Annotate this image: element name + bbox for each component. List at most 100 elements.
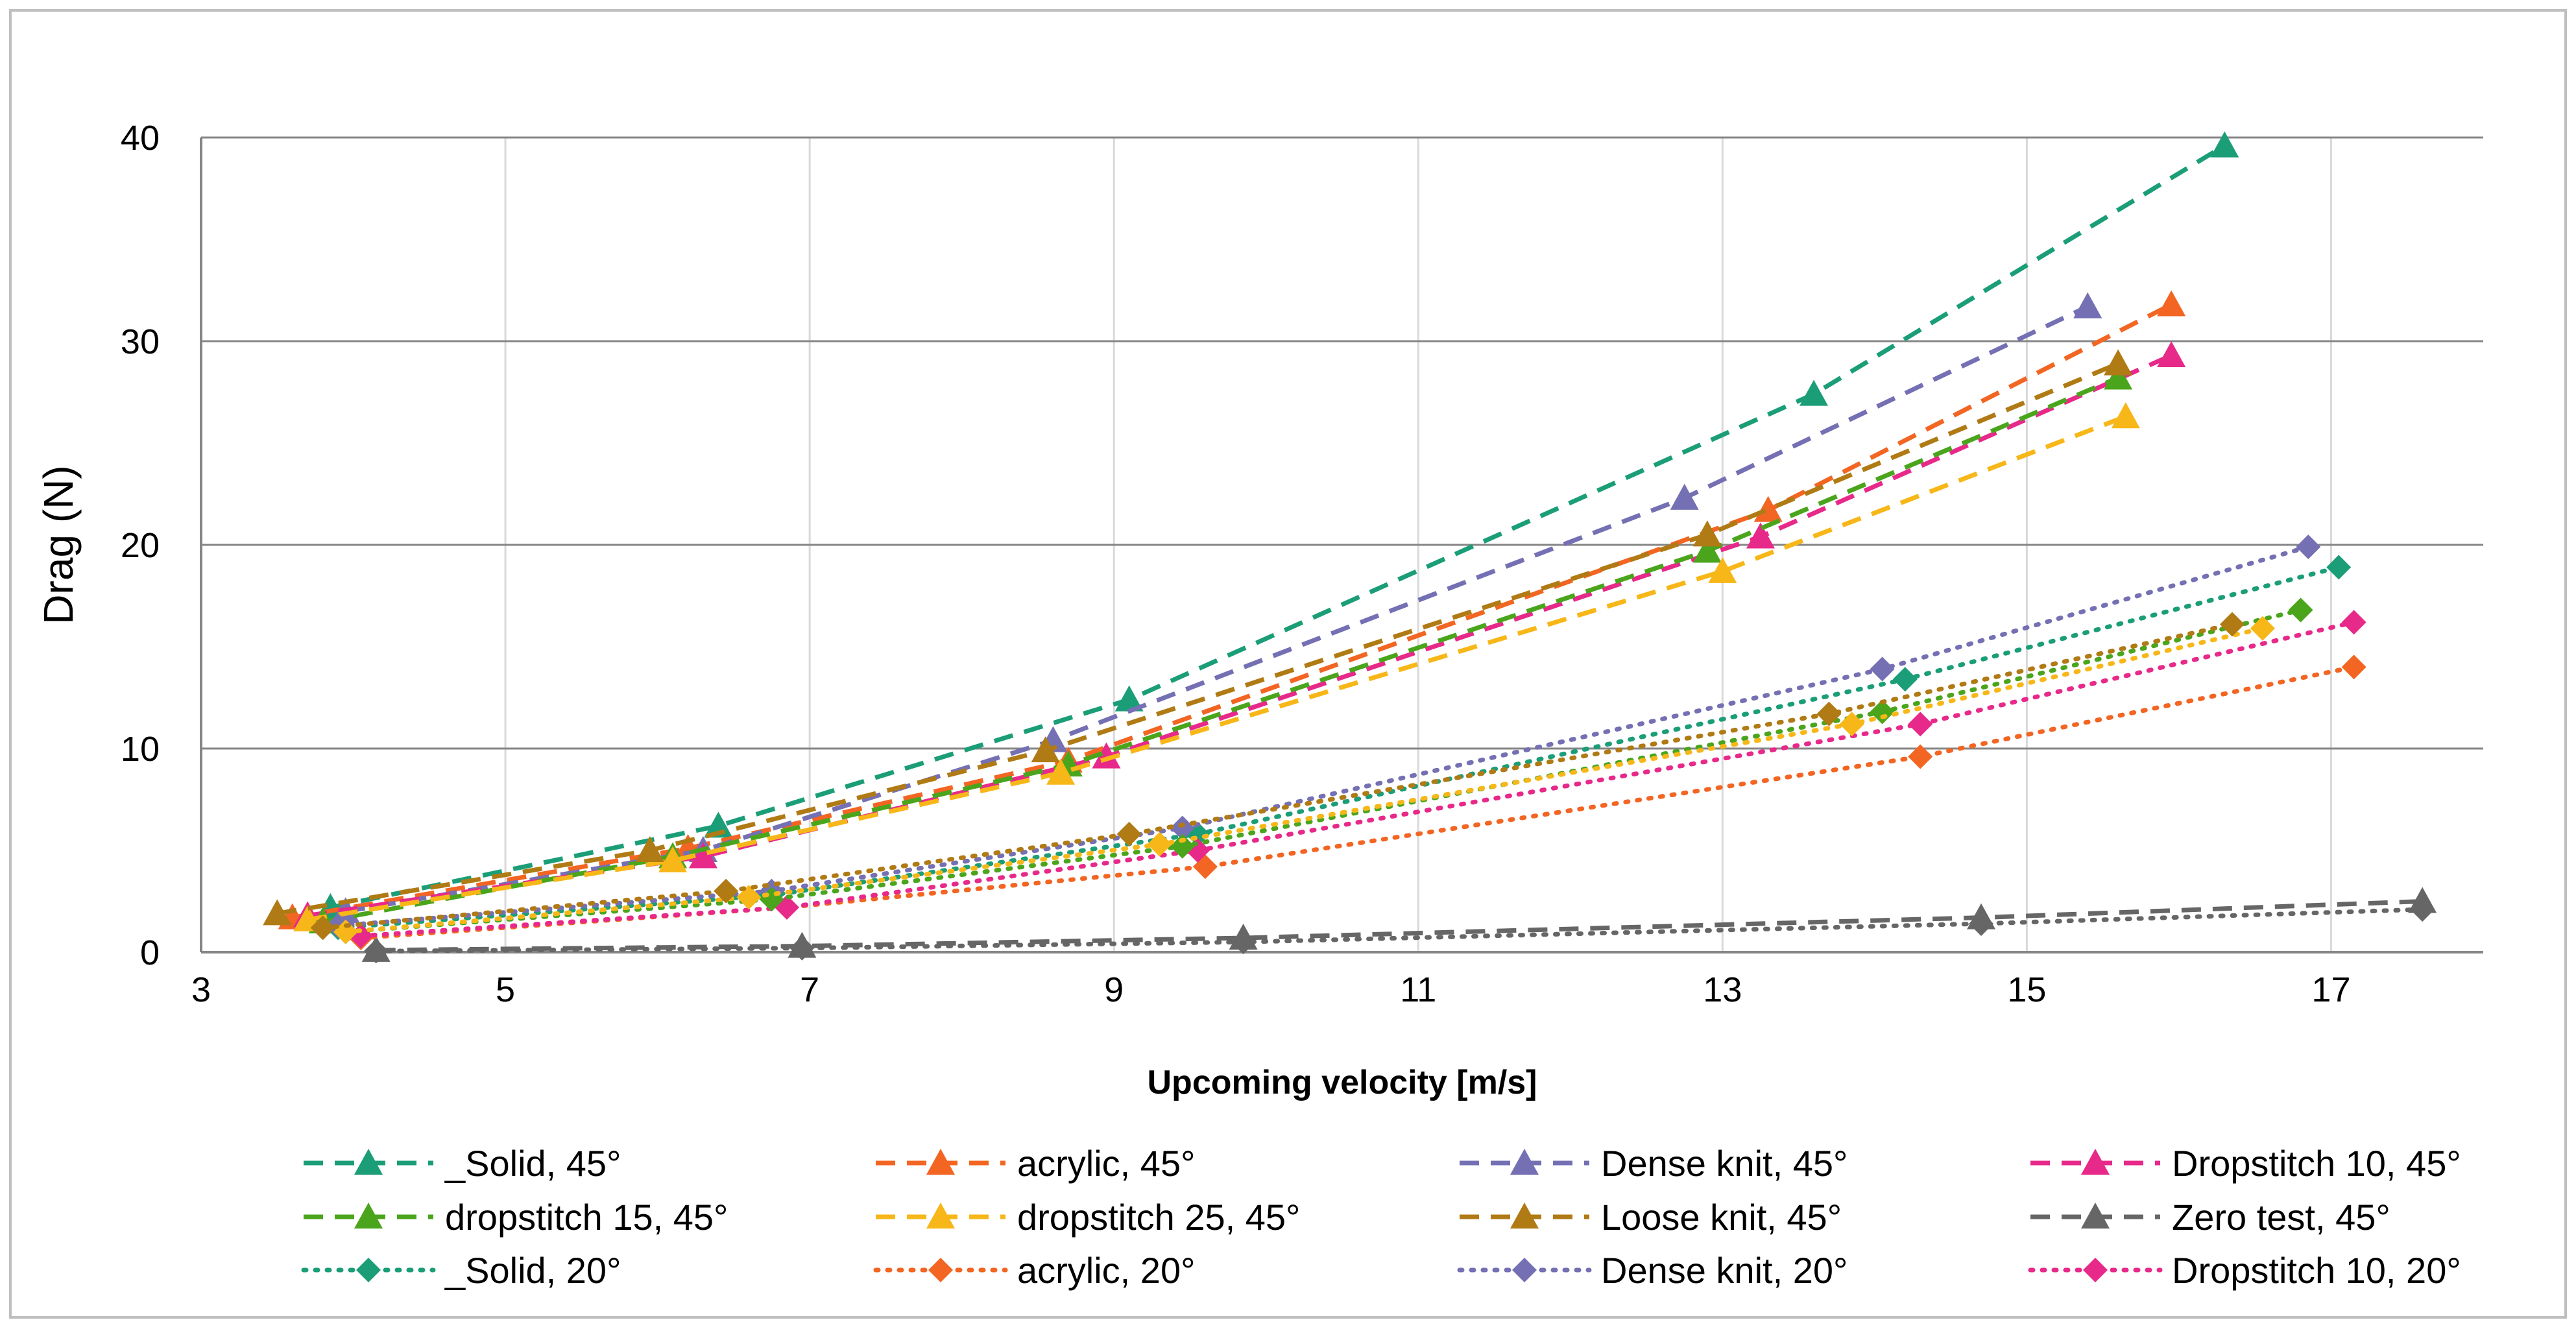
x-tick-label: 15 bbox=[2007, 970, 2046, 1009]
y-tick-label: 30 bbox=[121, 322, 160, 361]
legend-label: dropstitch 25, 45° bbox=[1017, 1197, 1300, 1238]
series-loose-knit-45 bbox=[263, 349, 2133, 926]
legend-label: Dense knit, 20° bbox=[1601, 1250, 1848, 1291]
data-point bbox=[1746, 522, 1775, 549]
data-point bbox=[263, 899, 292, 926]
legend-label: acrylic, 20° bbox=[1017, 1250, 1195, 1291]
data-point bbox=[2341, 654, 2366, 680]
data-point bbox=[2104, 349, 2133, 376]
data-point bbox=[363, 939, 389, 964]
data-point bbox=[2073, 292, 2102, 318]
x-tick-label: 13 bbox=[1703, 970, 1742, 1009]
legend-swatch-marker bbox=[1512, 1258, 1537, 1282]
y-tick-label: 10 bbox=[121, 730, 160, 769]
data-point bbox=[658, 846, 688, 872]
legend-item-dense-knit-45: Dense knit, 45° bbox=[1460, 1143, 1848, 1184]
series-line bbox=[307, 414, 2127, 922]
legend-swatch-marker bbox=[2081, 1203, 2110, 1229]
legend-label: Loose knit, 45° bbox=[1601, 1197, 1842, 1238]
legend-label: Dense knit, 45° bbox=[1601, 1143, 1848, 1184]
data-point bbox=[1147, 832, 1172, 857]
legend-item-solid-20: _Solid, 20° bbox=[301, 1250, 621, 1291]
y-axis-label: Drag (N) bbox=[35, 465, 82, 624]
series-zero-test-20 bbox=[363, 897, 2435, 964]
data-point bbox=[1816, 701, 1842, 726]
legend-item-dropstitch-25-45: dropstitch 25, 45° bbox=[876, 1197, 1300, 1238]
data-point bbox=[1870, 656, 1895, 682]
data-point bbox=[1114, 685, 1144, 712]
legend-swatch-marker bbox=[926, 1149, 955, 1175]
x-tick-label: 3 bbox=[191, 970, 211, 1009]
data-point bbox=[2250, 616, 2275, 641]
data-point bbox=[1839, 712, 1864, 737]
legend-label: Dropstitch 10, 20° bbox=[2172, 1250, 2461, 1291]
data-point bbox=[1969, 911, 1994, 937]
data-point bbox=[704, 811, 733, 838]
axis-ticks: 3 5 7 9 11 13 15 17 0 10 20 30 40 bbox=[121, 119, 2351, 1009]
data-point bbox=[1692, 520, 1722, 547]
legend-label: _Solid, 20° bbox=[444, 1250, 621, 1291]
data-point bbox=[714, 878, 739, 904]
legend-swatch-marker bbox=[928, 1258, 953, 1282]
data-point bbox=[1692, 536, 1722, 563]
data-point bbox=[2220, 612, 2245, 637]
legend-label: _Solid, 45° bbox=[444, 1143, 621, 1184]
data-point bbox=[1908, 712, 1933, 737]
data-point bbox=[2410, 897, 2435, 922]
legend-item-acrylic-20: acrylic, 20° bbox=[873, 1250, 1195, 1291]
data-point bbox=[1046, 758, 1076, 785]
data-point bbox=[1170, 833, 1195, 859]
data-point bbox=[2111, 402, 2140, 429]
y-tick-label: 40 bbox=[121, 119, 160, 158]
data-point bbox=[2157, 341, 2186, 368]
data-point bbox=[2210, 131, 2239, 158]
series-loose-knit-20 bbox=[310, 612, 2245, 941]
data-point bbox=[1892, 667, 1918, 692]
legend-item-acrylic-45: acrylic, 45° bbox=[876, 1143, 1195, 1184]
legend-item-dropstitch-15-45: dropstitch 15, 45° bbox=[304, 1197, 728, 1238]
legend-item-loose-knit-45: Loose knit, 45° bbox=[1460, 1197, 1842, 1238]
data-point bbox=[635, 836, 664, 863]
legend-label: dropstitch 15, 45° bbox=[445, 1197, 728, 1238]
legend: _Solid, 45° acrylic, 45° Dense knit, 45° Dr… bbox=[301, 1143, 2461, 1291]
legend-label: Zero test, 45° bbox=[2172, 1197, 2390, 1238]
data-point bbox=[1031, 736, 1060, 763]
grid bbox=[200, 136, 2483, 953]
legend-swatch-marker bbox=[926, 1203, 955, 1229]
data-point bbox=[2326, 555, 2352, 580]
legend-label: acrylic, 45° bbox=[1017, 1143, 1195, 1184]
data-point bbox=[1170, 815, 1195, 841]
y-tick-label: 20 bbox=[121, 526, 160, 565]
legend-label: Dropstitch 10, 45° bbox=[2172, 1143, 2461, 1184]
legend-swatch-marker bbox=[1510, 1149, 1539, 1175]
legend-swatch-marker bbox=[354, 1149, 383, 1175]
legend-swatch-marker bbox=[356, 1258, 381, 1282]
legend-swatch-marker bbox=[354, 1203, 383, 1229]
x-tick-label: 7 bbox=[800, 970, 819, 1009]
data-point bbox=[1670, 483, 1699, 510]
data-point bbox=[1231, 929, 1256, 955]
legend-item-dense-knit-20: Dense knit, 20° bbox=[1457, 1250, 1848, 1291]
data-point bbox=[1908, 744, 1933, 769]
data-point bbox=[736, 885, 762, 910]
series-dropstitch-25-20 bbox=[333, 616, 2275, 944]
x-tick-label: 17 bbox=[2311, 970, 2350, 1009]
legend-swatch-marker bbox=[2081, 1149, 2110, 1175]
data-point bbox=[1116, 821, 1142, 846]
series-line bbox=[320, 621, 2235, 930]
data-point bbox=[2104, 363, 2133, 390]
data-point bbox=[2341, 610, 2366, 635]
y-tick-label: 0 bbox=[140, 933, 160, 972]
x-tick-label: 11 bbox=[1400, 970, 1436, 1009]
data-point bbox=[2157, 290, 2186, 317]
data-point bbox=[333, 919, 358, 944]
data-point bbox=[2296, 534, 2321, 560]
x-tick-label: 5 bbox=[496, 970, 515, 1009]
x-tick-label: 9 bbox=[1104, 970, 1124, 1009]
legend-item-solid-45: _Solid, 45° bbox=[304, 1143, 621, 1184]
data-point bbox=[2288, 597, 2313, 623]
data-point bbox=[688, 842, 717, 869]
data-point bbox=[1092, 742, 1121, 769]
